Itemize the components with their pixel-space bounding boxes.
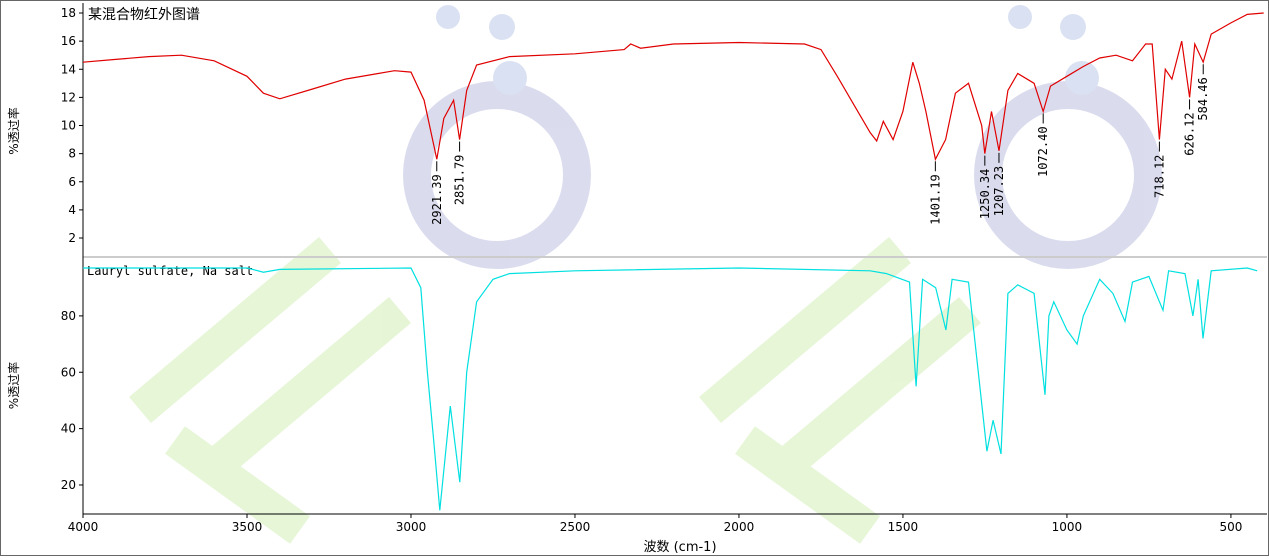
chart-title: Lauryl sulfate, Na salt bbox=[87, 264, 253, 278]
x-tick-label: 1000 bbox=[1052, 520, 1083, 534]
y-tick-label: 2 bbox=[68, 231, 76, 245]
x-tick-label: 500 bbox=[1219, 520, 1242, 534]
x-tick-label: 3000 bbox=[396, 520, 427, 534]
y-tick-label: 4 bbox=[68, 203, 76, 217]
y-tick-label: 6 bbox=[68, 175, 76, 189]
y-axis-label: %透过率 bbox=[6, 107, 21, 154]
peak-label: 1072.40 bbox=[1036, 126, 1050, 177]
spectrum-line bbox=[82, 12, 1264, 162]
y-tick-label: 80 bbox=[61, 309, 76, 323]
x-tick-label: 2000 bbox=[724, 520, 755, 534]
y-tick-label: 12 bbox=[61, 90, 76, 104]
x-tick-label: 4000 bbox=[68, 520, 99, 534]
peak-label: 1401.19 bbox=[928, 174, 942, 225]
watermark bbox=[129, 5, 1162, 544]
peak-label: 626.12 bbox=[1183, 112, 1197, 155]
y-tick-label: 20 bbox=[61, 478, 76, 492]
watermark-dot bbox=[1008, 5, 1032, 29]
watermark-ring bbox=[974, 81, 1162, 269]
peak-label: 1250.34 bbox=[978, 169, 992, 220]
peak-label: 2851.79 bbox=[453, 155, 467, 206]
peak-label: 2921.39 bbox=[430, 174, 444, 225]
y-tick-label: 8 bbox=[68, 147, 76, 161]
watermark-dot bbox=[436, 5, 460, 29]
chart-title: 某混合物红外图谱 bbox=[88, 7, 200, 23]
watermark-dot bbox=[1060, 14, 1086, 40]
watermark-dot bbox=[493, 61, 527, 95]
spectrum-line bbox=[83, 267, 1258, 511]
y-tick-label: 60 bbox=[61, 365, 76, 379]
y-tick-label: 10 bbox=[61, 119, 76, 133]
watermark-ring bbox=[403, 81, 591, 269]
watermark-letter bbox=[129, 236, 411, 544]
y-axis-label: %透过率 bbox=[6, 362, 21, 409]
x-tick-label: 1500 bbox=[888, 520, 919, 534]
y-tick-label: 14 bbox=[61, 62, 76, 76]
peak-label: 718.12 bbox=[1152, 155, 1166, 198]
y-tick-label: 40 bbox=[61, 422, 76, 436]
x-tick-label: 2500 bbox=[560, 520, 591, 534]
y-tick-label: 16 bbox=[61, 34, 76, 48]
watermark-dot bbox=[489, 14, 515, 40]
peak-label: 584.46 bbox=[1196, 77, 1210, 120]
watermark-letter bbox=[699, 236, 981, 544]
x-tick-label: 3500 bbox=[232, 520, 263, 534]
x-axis-label: 波数 (cm-1) bbox=[643, 540, 716, 555]
peak-label: 1207.23 bbox=[992, 166, 1006, 217]
watermark-dot bbox=[1065, 61, 1099, 95]
y-tick-label: 18 bbox=[61, 6, 76, 20]
